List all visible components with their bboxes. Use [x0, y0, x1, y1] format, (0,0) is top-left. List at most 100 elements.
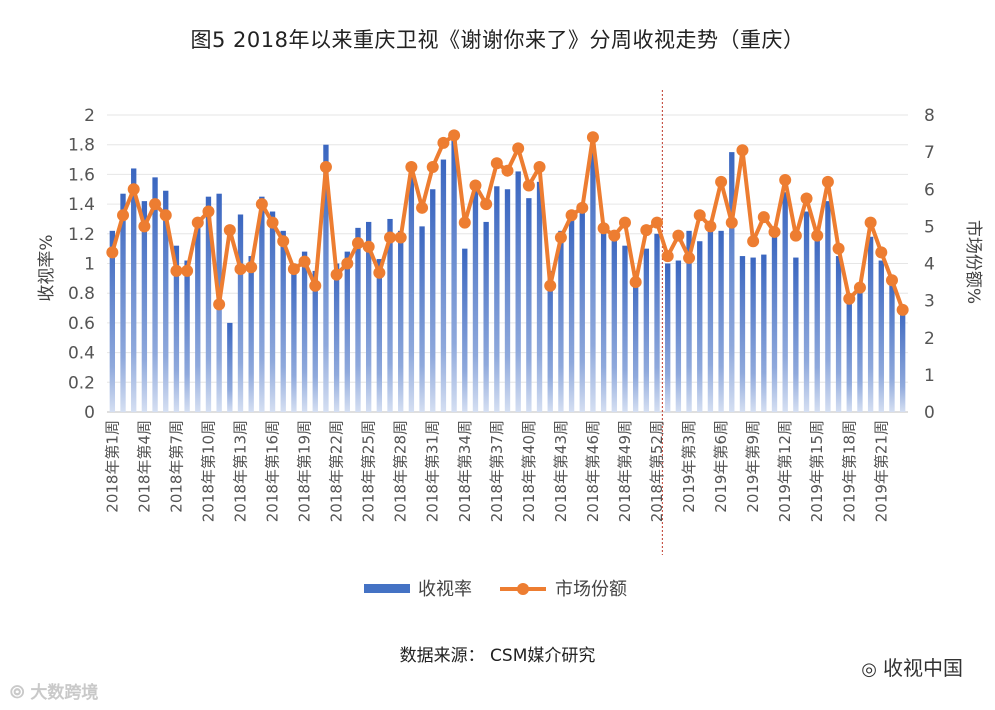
bar [643, 248, 650, 412]
bar [632, 270, 639, 412]
bar [120, 193, 126, 412]
bar [889, 278, 895, 412]
bar [333, 263, 340, 412]
bar [184, 260, 190, 412]
bar [600, 230, 607, 412]
line-point [512, 142, 525, 155]
line-point [405, 160, 418, 173]
line-point [896, 303, 909, 316]
y2-tick-label: 2 [924, 329, 935, 349]
x-tick-label: 2018年第25周 [360, 420, 378, 522]
x-tick-label: 2018年第34周 [456, 420, 474, 522]
bar [526, 198, 532, 412]
bar [814, 233, 820, 412]
line-point [693, 209, 706, 222]
x-tick-label: 2018年第46周 [584, 420, 602, 522]
bar [739, 256, 746, 412]
line-point [170, 264, 183, 277]
y2-tick-label: 1 [924, 366, 935, 386]
bar [259, 196, 265, 412]
bar [430, 189, 436, 412]
line-point [811, 229, 824, 242]
bar [750, 257, 756, 412]
bar [462, 248, 468, 412]
bar [323, 144, 329, 412]
x-tick-label: 2018年第4周 [135, 420, 153, 513]
bar [515, 171, 521, 412]
line-point [480, 198, 493, 211]
bar [835, 256, 842, 412]
y-tick-label: 0.6 [68, 314, 95, 334]
line-point [608, 229, 621, 242]
line-point [394, 231, 407, 244]
bar [269, 211, 276, 412]
x-tick-label: 2018年第31周 [424, 420, 442, 522]
wechat-icon: ◎ [861, 659, 877, 680]
bar [483, 221, 489, 412]
line-point [416, 201, 429, 214]
line-point [533, 160, 546, 173]
line-point [309, 279, 322, 292]
chart-title: 图5 2018年以来重庆卫视《谢谢你来了》分周收视走势（重庆） [190, 28, 805, 52]
bar [376, 259, 383, 412]
line-point [779, 173, 792, 186]
line-point [277, 235, 290, 248]
line-point [373, 266, 386, 279]
bar [109, 230, 116, 412]
line-point [736, 144, 749, 157]
bar [355, 227, 361, 412]
bar [665, 263, 671, 412]
x-axis-ticks: 2018年第1周 2018年第4周 2018年第7周 2018年第10周 2018年第1… [103, 420, 890, 522]
line-point [640, 224, 653, 237]
x-tick-label: 2018年第7周 [167, 420, 185, 513]
bar [280, 230, 286, 412]
bar [440, 159, 447, 412]
line-point [501, 164, 514, 177]
line-point [853, 281, 866, 294]
line-point [319, 160, 332, 173]
line-point [234, 263, 247, 276]
x-tick-label: 2018年第16周 [264, 420, 282, 522]
line-point [683, 251, 696, 264]
line-point [298, 255, 311, 268]
y-tick-label: 0.8 [68, 284, 95, 304]
bar [718, 230, 724, 412]
line-point [522, 179, 535, 192]
bar [846, 296, 852, 412]
line-point [821, 175, 834, 188]
line-point [597, 222, 610, 235]
bar [771, 233, 778, 412]
bar [131, 168, 137, 412]
x-tick-label: 2018年第52周 [648, 420, 666, 522]
bar [568, 215, 575, 412]
x-tick-label: 2018年第40周 [520, 420, 538, 522]
line-point [757, 211, 770, 224]
y-tick-label: 0 [84, 403, 95, 423]
bar [237, 214, 244, 412]
bar [729, 152, 735, 412]
bar [152, 177, 158, 412]
line-point [341, 257, 354, 270]
y2-tick-label: 5 [924, 217, 935, 237]
watermark-right: ◎ 收视中国 [861, 652, 963, 681]
line-point [127, 183, 140, 196]
bar [579, 211, 585, 412]
bar [707, 221, 714, 412]
bar [547, 270, 553, 412]
x-tick-label: 2019年第18周 [840, 420, 858, 522]
y-tick-label: 1 [84, 255, 95, 275]
line-point [384, 231, 397, 244]
line-point [117, 209, 130, 222]
bar [867, 236, 874, 412]
y2-tick-label: 3 [924, 292, 935, 312]
bar [697, 241, 703, 412]
watermark-right-text: 收视中国 [883, 656, 963, 680]
x-tick-label: 2018年第49周 [616, 420, 634, 522]
bar [312, 270, 318, 412]
bar [195, 226, 201, 412]
y-tick-label: 1.8 [68, 136, 95, 156]
y-axis-label: 收视率% [37, 234, 57, 301]
line-point [875, 246, 888, 259]
bar [205, 196, 212, 412]
y-tick-label: 1.2 [68, 225, 95, 245]
